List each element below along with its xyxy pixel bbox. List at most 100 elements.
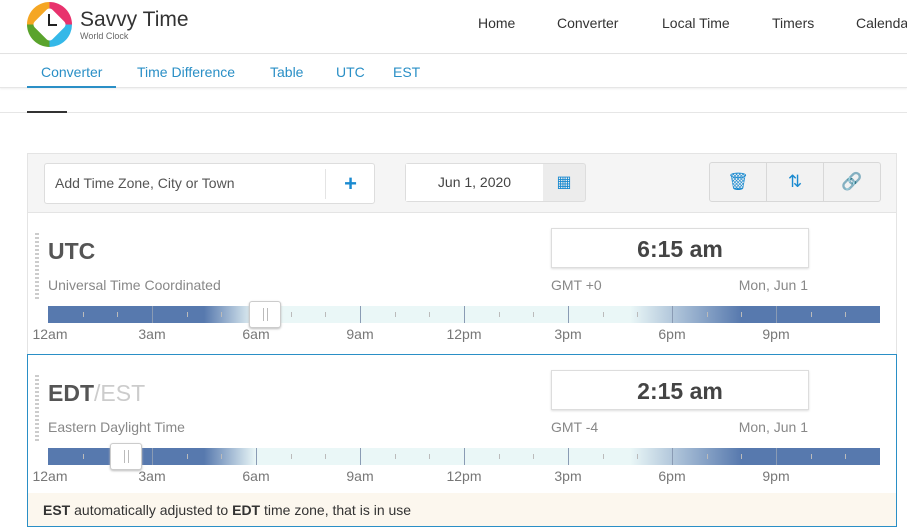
timeline-minor-tick bbox=[706, 454, 708, 459]
timeline-major-tick bbox=[776, 448, 777, 465]
divider-accent bbox=[27, 111, 67, 113]
zone-date: Mon, Jun 1 bbox=[738, 419, 808, 435]
hour-label: 3pm bbox=[554, 468, 582, 484]
link-icon[interactable]: 🔗 bbox=[841, 172, 863, 191]
tab-est[interactable]: EST bbox=[393, 64, 421, 80]
hour-label: 3am bbox=[138, 468, 166, 484]
drag-handle[interactable] bbox=[35, 233, 39, 299]
timeline-minor-tick bbox=[810, 312, 812, 317]
timeline-minor-tick bbox=[117, 312, 119, 317]
timeline-major-tick bbox=[360, 306, 361, 323]
timeline-minor-tick bbox=[186, 454, 188, 459]
add-zone-input[interactable] bbox=[55, 175, 315, 191]
hour-label: 3pm bbox=[554, 326, 582, 342]
timeline-minor-tick bbox=[810, 454, 812, 459]
tab-converter[interactable]: Converter bbox=[27, 64, 117, 88]
timeline-major-tick bbox=[776, 306, 777, 323]
timeline-major-tick bbox=[672, 448, 673, 465]
hour-label: 9am bbox=[346, 468, 374, 484]
hour-label: 9am bbox=[346, 326, 374, 342]
tab-table[interactable]: Table bbox=[270, 64, 304, 80]
nav-converter[interactable]: Converter bbox=[557, 15, 619, 31]
tool-buttons: 🗑 ⇅ 🔗 bbox=[709, 162, 881, 202]
nav-calendar[interactable]: Calendar bbox=[856, 15, 907, 31]
gmt-offset: GMT -4 bbox=[551, 419, 599, 435]
hour-label: 6am bbox=[242, 326, 270, 342]
timeline-minor-tick bbox=[325, 312, 327, 317]
hour-label: 6pm bbox=[658, 468, 686, 484]
brand-tagline: World Clock bbox=[80, 31, 129, 41]
time-slider-handle[interactable] bbox=[110, 443, 142, 470]
timeline-major-tick bbox=[568, 448, 569, 465]
sub-navigation: Converter Time Difference Table UTC EST bbox=[0, 55, 907, 88]
gmt-offset: GMT +0 bbox=[551, 277, 602, 293]
savvy-time-logo[interactable] bbox=[27, 2, 72, 47]
zone-time[interactable]: 2:15 am bbox=[551, 370, 809, 410]
sort-icon[interactable]: ⇅ bbox=[767, 163, 824, 201]
brand-name[interactable]: Savvy Time bbox=[80, 8, 189, 31]
timeline-major-tick bbox=[568, 306, 569, 323]
timeline-minor-tick bbox=[637, 454, 639, 459]
zone-name: Eastern Daylight Time bbox=[48, 419, 185, 435]
date-picker: Jun 1, 2020 ▦ bbox=[405, 163, 586, 202]
zone-abbr: UTC bbox=[48, 238, 96, 264]
hour-label: 12am bbox=[32, 326, 68, 342]
header: Savvy Time World Clock Home Converter Lo… bbox=[0, 0, 907, 54]
timeline-minor-tick bbox=[82, 454, 84, 459]
timeline-minor-tick bbox=[741, 454, 743, 459]
tab-utc[interactable]: UTC bbox=[336, 64, 365, 80]
timeline-minor-tick bbox=[429, 312, 431, 317]
calendar-icon[interactable]: ▦ bbox=[556, 174, 572, 191]
timeline-major-tick bbox=[464, 306, 465, 323]
divider bbox=[0, 112, 907, 113]
timeline-minor-tick bbox=[498, 454, 500, 459]
timeline-major-tick bbox=[256, 448, 257, 465]
zone-abbr: EDT/EST bbox=[48, 380, 146, 406]
timeline-minor-tick bbox=[290, 454, 292, 459]
zone-row-utc[interactable]: UTC Universal Time Coordinated 6:15 am G… bbox=[27, 213, 897, 354]
nav-local-time[interactable]: Local Time bbox=[662, 15, 730, 31]
nav-home[interactable]: Home bbox=[478, 15, 516, 31]
timeline-minor-tick bbox=[845, 454, 847, 459]
dst-note: EST automatically adjusted to EDT time z… bbox=[28, 493, 896, 526]
timeline-major-tick bbox=[152, 448, 153, 465]
timeline-minor-tick bbox=[741, 312, 743, 317]
timeline-minor-tick bbox=[82, 312, 84, 317]
plus-icon[interactable]: + bbox=[325, 169, 375, 199]
timeline-minor-tick bbox=[706, 312, 708, 317]
hour-label: 6pm bbox=[658, 326, 686, 342]
zone-date: Mon, Jun 1 bbox=[738, 277, 808, 293]
hour-label: 9pm bbox=[762, 326, 790, 342]
date-value[interactable]: Jun 1, 2020 bbox=[406, 164, 543, 201]
timeline-major-tick bbox=[360, 448, 361, 465]
drag-handle[interactable] bbox=[35, 375, 39, 441]
tab-time-difference[interactable]: Time Difference bbox=[137, 64, 236, 80]
timeline-minor-tick bbox=[533, 312, 535, 317]
hour-label: 12pm bbox=[446, 326, 482, 342]
timeline-minor-tick bbox=[186, 312, 188, 317]
nav-timers[interactable]: Timers bbox=[772, 15, 815, 31]
hour-label: 3am bbox=[138, 326, 166, 342]
timeline-minor-tick bbox=[221, 454, 223, 459]
timeline-minor-tick bbox=[533, 454, 535, 459]
timeline-minor-tick bbox=[845, 312, 847, 317]
zone-row-edt[interactable]: EDT/EST Eastern Daylight Time 2:15 am GM… bbox=[27, 354, 897, 527]
timeline-minor-tick bbox=[221, 312, 223, 317]
timeline-minor-tick bbox=[429, 454, 431, 459]
timeline-minor-tick bbox=[290, 312, 292, 317]
timeline-major-tick bbox=[152, 306, 153, 323]
time-slider-handle[interactable] bbox=[248, 301, 281, 328]
hour-label: 12pm bbox=[446, 468, 482, 484]
hour-label: 6am bbox=[242, 468, 270, 484]
zone-time[interactable]: 6:15 am bbox=[551, 228, 809, 268]
timeline-bar[interactable] bbox=[48, 301, 880, 328]
timeline-major-tick bbox=[464, 448, 465, 465]
timeline-bar[interactable] bbox=[48, 443, 880, 470]
timeline-minor-tick bbox=[394, 312, 396, 317]
timeline-minor-tick bbox=[602, 312, 604, 317]
hour-label: 9pm bbox=[762, 468, 790, 484]
hour-label: 12am bbox=[32, 468, 68, 484]
timeline-minor-tick bbox=[637, 312, 639, 317]
trash-icon[interactable]: 🗑 bbox=[710, 163, 767, 201]
zone-name: Universal Time Coordinated bbox=[48, 277, 221, 293]
